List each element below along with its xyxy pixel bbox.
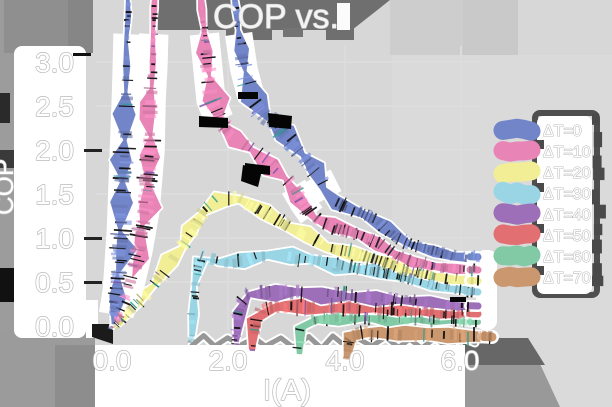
svg-text:4.0: 4.0 <box>326 345 365 376</box>
svg-text:0.5: 0.5 <box>35 267 74 298</box>
svg-text:3.0: 3.0 <box>35 47 74 78</box>
svg-text:ΔT=60: ΔT=60 <box>543 249 591 266</box>
svg-text:ΔT=20: ΔT=20 <box>543 165 591 182</box>
svg-text:2.5: 2.5 <box>35 91 74 122</box>
svg-text:0.0: 0.0 <box>93 345 132 376</box>
svg-text:COP: COP <box>0 159 19 215</box>
svg-text:ΔT=10: ΔT=10 <box>543 144 591 161</box>
svg-text:COP vs.: COP vs. <box>213 0 339 36</box>
svg-text:2.0: 2.0 <box>35 135 74 166</box>
svg-text:6.0: 6.0 <box>441 345 480 376</box>
svg-text:ΔT=0: ΔT=0 <box>543 123 582 140</box>
svg-text:ΔT=50: ΔT=50 <box>543 228 591 245</box>
svg-text:ΔT=70: ΔT=70 <box>543 270 591 287</box>
svg-text:2.0: 2.0 <box>209 345 248 376</box>
svg-text:1.0: 1.0 <box>35 223 74 254</box>
svg-text:I(A): I(A) <box>263 374 311 407</box>
svg-text:ΔT=30: ΔT=30 <box>543 186 591 203</box>
svg-text:1.5: 1.5 <box>35 179 74 210</box>
svg-text:0.0: 0.0 <box>35 311 74 342</box>
svg-text:ΔT=40: ΔT=40 <box>543 207 591 224</box>
